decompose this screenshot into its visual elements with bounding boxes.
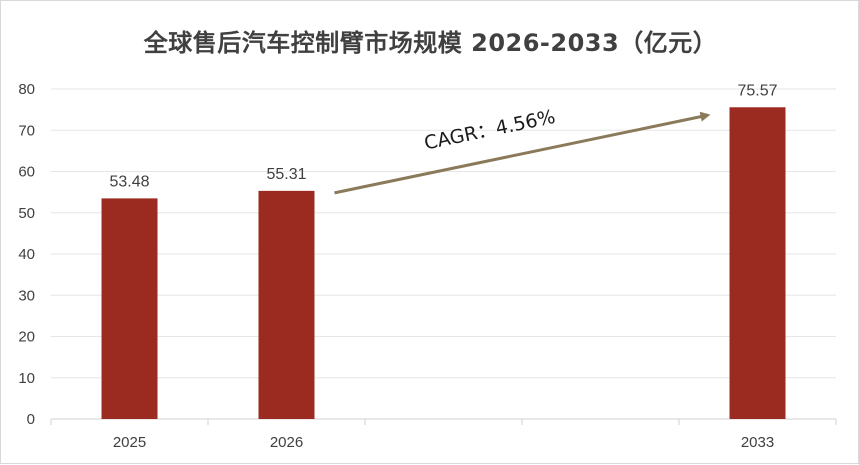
- y-tick-label-70: 70: [18, 122, 35, 139]
- bar-2025: [101, 198, 158, 419]
- data-label-2026: 55.31: [266, 166, 306, 183]
- y-tick-label-80: 80: [18, 81, 35, 98]
- data-label-2025: 53.48: [109, 173, 149, 190]
- cagr-label: CAGR：4.56%: [422, 106, 557, 155]
- bar-2033: [729, 107, 786, 420]
- y-tick-label-10: 10: [18, 370, 35, 387]
- y-tick-label-30: 30: [18, 287, 35, 304]
- cagr-arrow: [334, 111, 711, 195]
- y-tick-label-60: 60: [18, 164, 35, 181]
- y-tick-label-40: 40: [18, 246, 35, 263]
- x-tick-label-2025: 2025: [113, 434, 146, 451]
- data-label-2033: 75.57: [737, 82, 777, 99]
- y-tick-label-20: 20: [18, 329, 35, 346]
- y-tick-label-50: 50: [18, 205, 35, 222]
- chart-title: 全球售后汽车控制臂市场规模 2026-2033（亿元）: [143, 29, 718, 57]
- x-tick-label-2026: 2026: [270, 434, 303, 451]
- bar-2026: [258, 190, 315, 419]
- y-tick-label-0: 0: [27, 411, 35, 428]
- x-tick-label-2033: 2033: [741, 434, 774, 451]
